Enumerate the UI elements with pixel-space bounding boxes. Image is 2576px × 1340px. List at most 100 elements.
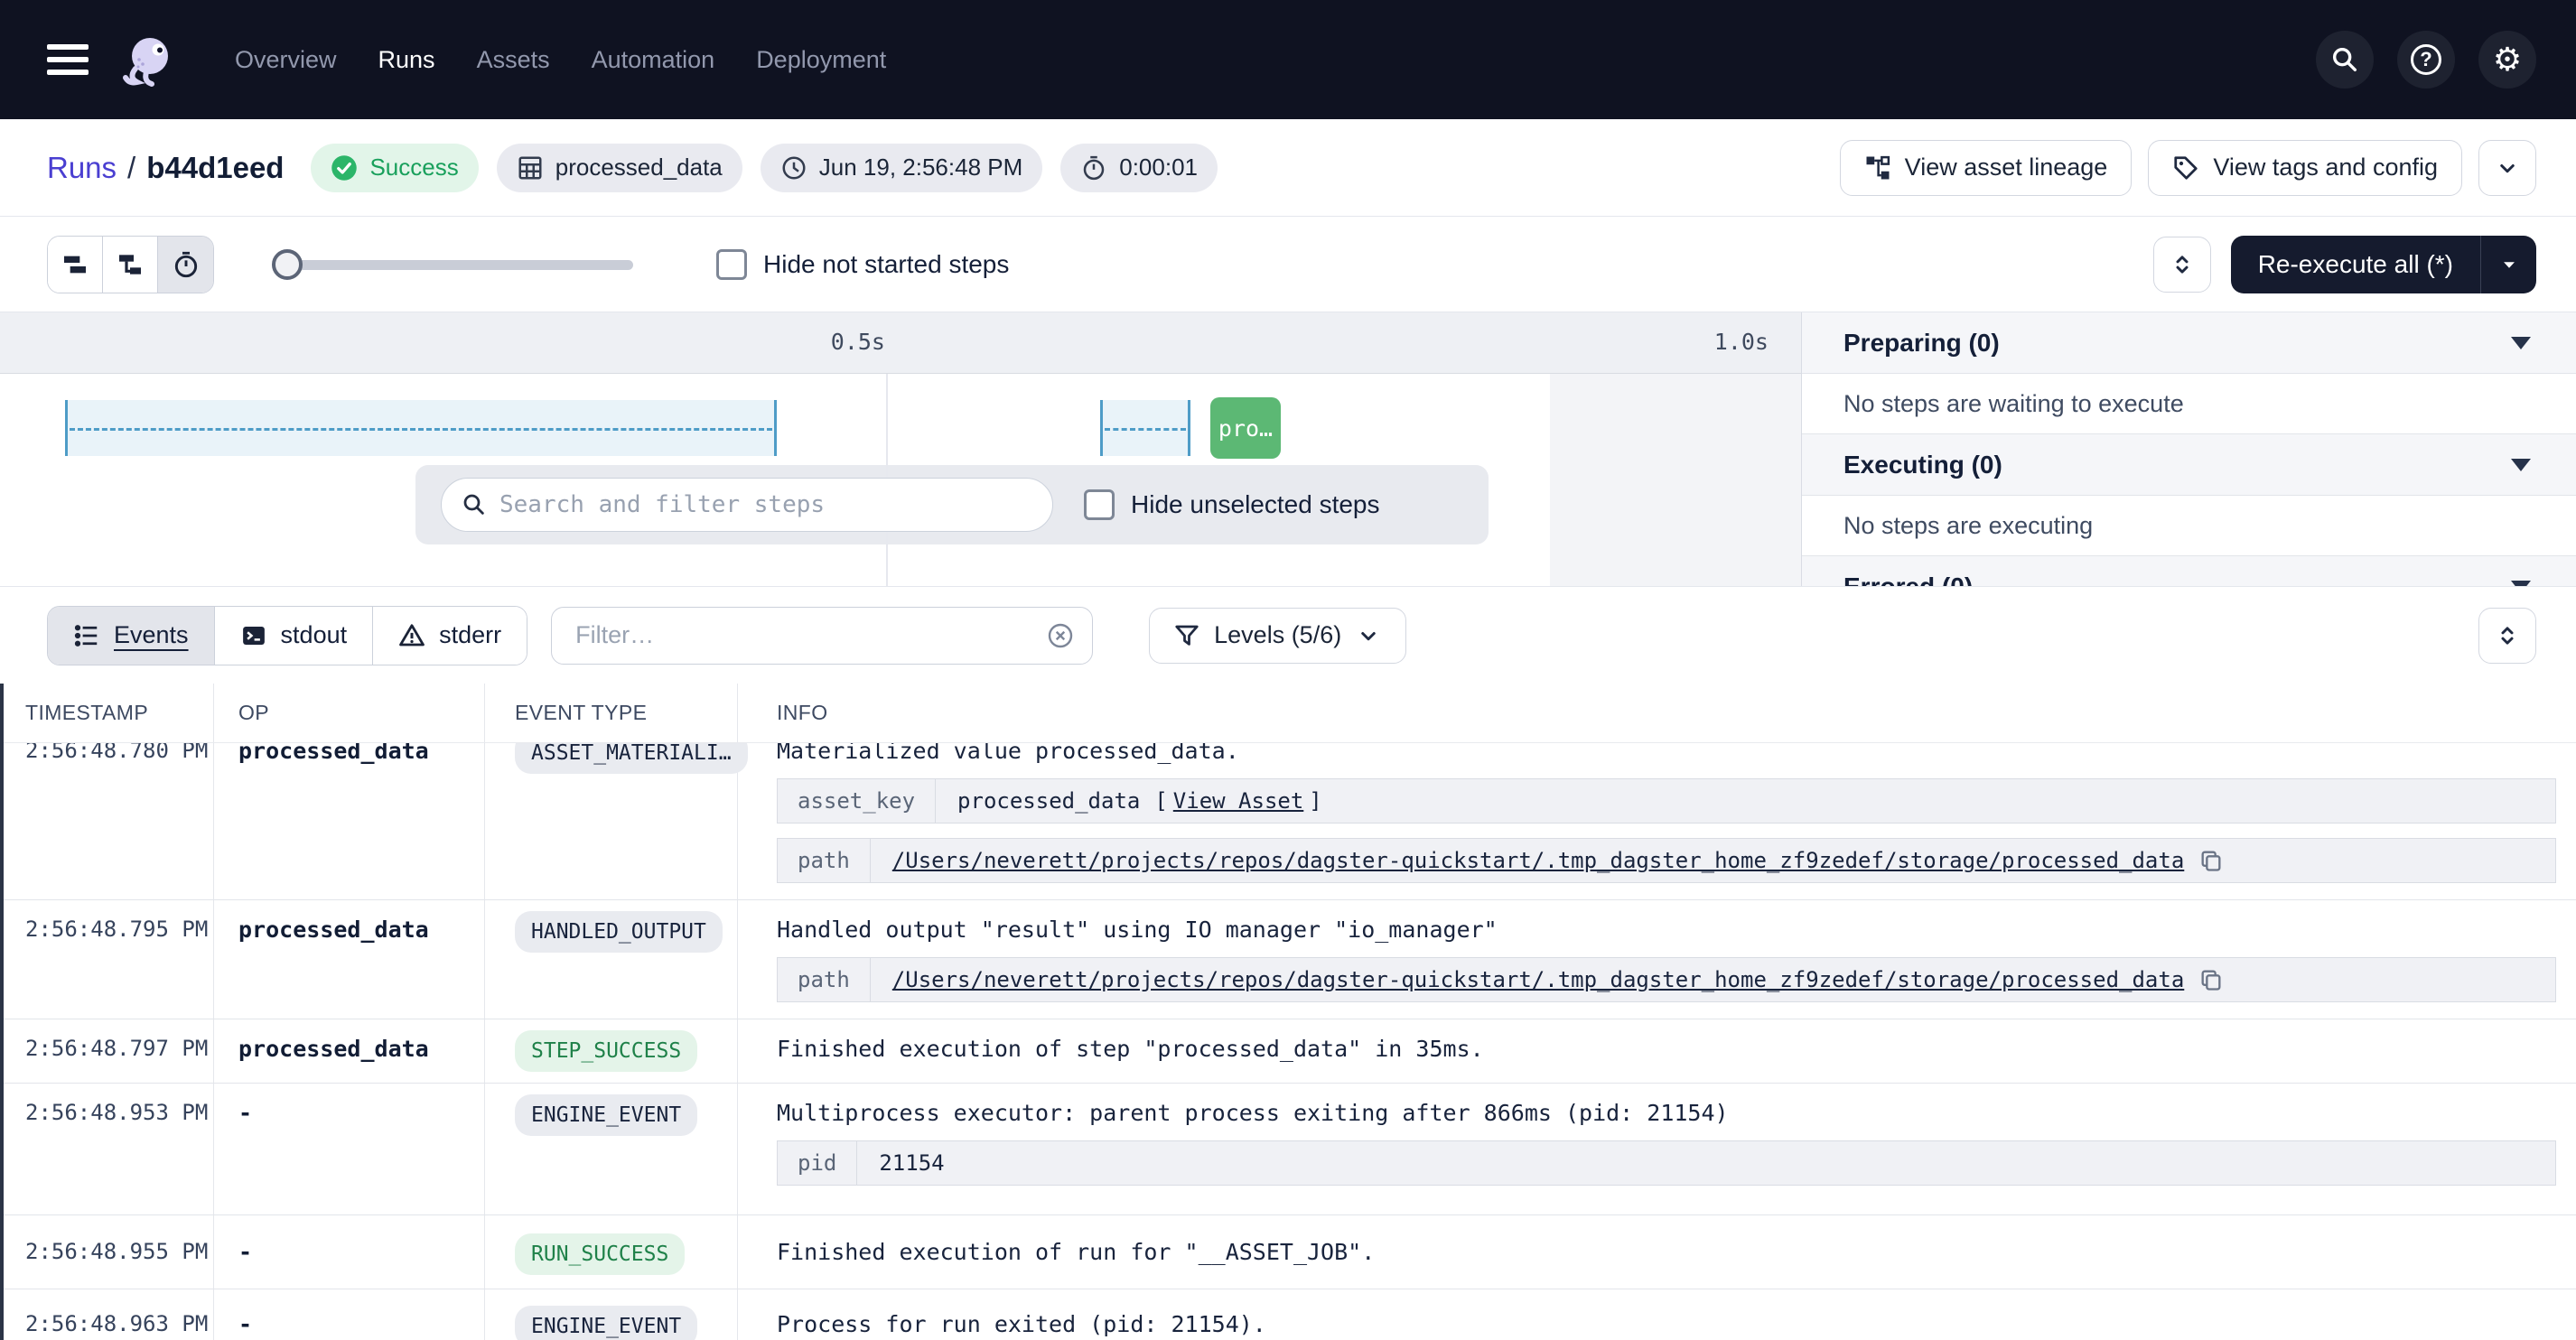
dagster-logo[interactable] (119, 31, 177, 88)
reexecute-all-button[interactable]: Re-execute all (*) (2257, 249, 2453, 278)
search-button[interactable] (2316, 31, 2374, 88)
event-type-pill: ASSET_MATERIALI… (515, 743, 748, 774)
header-more-button[interactable] (2478, 139, 2536, 196)
caret-down-icon (2503, 261, 2515, 268)
panel-preparing-body: No steps are waiting to execute (1802, 374, 2576, 434)
console-icon (242, 626, 265, 645)
tab-stderr[interactable]: stderr (373, 606, 527, 665)
zoom-slider-handle[interactable] (272, 248, 303, 280)
nav-overview[interactable]: Overview (235, 45, 337, 73)
run-id: b44d1eed (146, 150, 285, 184)
nav-runs[interactable]: Runs (378, 45, 435, 73)
timed-view-button[interactable] (158, 236, 213, 293)
zoom-slider-track[interactable] (272, 259, 633, 270)
warning-triangle-icon (399, 623, 425, 646)
table-grid-icon (518, 156, 542, 179)
event-row[interactable]: 2:56:48.795 PM processed_data HANDLED_OU… (0, 900, 2576, 1019)
step-status-panel: Preparing (0) No steps are waiting to ex… (1802, 312, 2576, 586)
col-header-info: INFO (777, 701, 828, 724)
event-op: - (238, 1239, 253, 1265)
nav-assets[interactable]: Assets (476, 45, 550, 73)
event-op: processed_data (238, 917, 429, 943)
tab-events[interactable]: Events (48, 606, 215, 665)
copy-icon[interactable] (2198, 848, 2224, 873)
nav-actions: ? ⚙ (2316, 31, 2536, 88)
nav-deployment[interactable]: Deployment (756, 45, 887, 73)
tag-icon (2174, 155, 2198, 180)
hide-unselected-checkbox[interactable] (1084, 489, 1115, 520)
asset-badge[interactable]: processed_data (496, 143, 742, 192)
panel-executing-header[interactable]: Executing (0) (1802, 434, 2576, 496)
view-asset-lineage-button[interactable]: View asset lineage (1839, 139, 2133, 196)
caret-down-icon (2511, 458, 2531, 471)
view-asset-link[interactable]: View Asset (1172, 788, 1304, 814)
gantt-chart[interactable]: 0.5s 1.0s pro… Hide unselected steps (0, 312, 1802, 586)
search-icon (2332, 47, 2357, 72)
help-button[interactable]: ? (2397, 31, 2455, 88)
nav-automation[interactable]: Automation (591, 45, 715, 73)
path-link[interactable]: /Users/neverett/projects/repos/dagster-q… (891, 967, 2185, 992)
path-link[interactable]: /Users/neverett/projects/repos/dagster-q… (891, 848, 2185, 873)
vertical-scrollbar[interactable] (0, 684, 4, 1340)
event-row[interactable]: 2:56:48.780 PM processed_data ASSET_MATE… (0, 743, 2576, 900)
events-table-header: TIMESTAMP OP EVENT TYPE INFO (0, 684, 2576, 743)
event-row[interactable]: 2:56:48.955 PM - RUN_SUCCESS Finished ex… (0, 1215, 2576, 1289)
header-actions: View asset lineage View tags and config (1839, 139, 2536, 196)
hide-unselected-control: Hide unselected steps (1084, 489, 1380, 520)
column-divider (484, 684, 485, 1340)
levels-dropdown[interactable]: Levels (5/6) (1149, 607, 1407, 664)
event-timestamp: 2:56:48.955 PM (25, 1239, 209, 1264)
event-row[interactable]: 2:56:48.797 PM processed_data STEP_SUCCE… (0, 1019, 2576, 1084)
metadata-row-path: path /Users/neverett/projects/repos/dags… (777, 838, 2556, 883)
funnel-icon (1175, 625, 1199, 646)
reexecute-dropdown-button[interactable] (2480, 235, 2536, 293)
view-tags-config-button[interactable]: View tags and config (2148, 139, 2462, 196)
hide-not-started-label: Hide not started steps (763, 249, 1010, 278)
panel-errored-header[interactable]: Errored (0) (1802, 556, 2576, 586)
copy-icon[interactable] (2198, 967, 2224, 992)
caret-down-icon (2511, 580, 2531, 586)
gantt-expand-button[interactable] (2152, 236, 2211, 293)
reexecute-split-button: Re-execute all (*) (2230, 235, 2536, 293)
status-badge[interactable]: Success (311, 143, 479, 192)
panel-preparing-header[interactable]: Preparing (0) (1802, 312, 2576, 374)
col-header-event-type: EVENT TYPE (515, 701, 648, 724)
chevron-down-icon (1361, 631, 1376, 640)
metadata-key: pid (778, 1141, 858, 1185)
event-timestamp: 2:56:48.963 PM (25, 1311, 209, 1336)
duration-badge: 0:00:01 (1060, 143, 1218, 192)
expand-collapse-icon (2176, 255, 2189, 274)
step-bar-processed-data[interactable]: pro… (1210, 397, 1281, 459)
gantt-toolbar: Hide not started steps Re-execute all (*… (0, 217, 2576, 312)
hide-not-started-checkbox[interactable] (716, 248, 747, 280)
column-divider (213, 684, 214, 1340)
event-row[interactable]: 2:56:48.963 PM - ENGINE_EVENT Process fo… (0, 1289, 2576, 1340)
tab-stdout[interactable]: stdout (214, 606, 374, 665)
step-skeleton-bar[interactable] (1100, 400, 1190, 456)
breadcrumb-runs-link[interactable]: Runs (47, 150, 117, 184)
search-icon (463, 494, 484, 515)
hamburger-menu-icon[interactable] (47, 44, 89, 75)
log-expand-button[interactable] (2478, 607, 2536, 664)
event-row[interactable]: 2:56:48.953 PM - ENGINE_EVENT Multiproce… (0, 1084, 2576, 1215)
event-info: Multiprocess executor: parent process ex… (737, 1084, 2576, 1214)
axis-tick-0-5s: 0.5s (830, 329, 885, 355)
event-op: processed_data (238, 1036, 429, 1062)
gantt-toolbar-actions: Re-execute all (*) (2152, 235, 2536, 293)
clear-filter-icon[interactable] (1046, 621, 1075, 650)
lineage-icon (1866, 155, 1890, 179)
event-info: Materialized value processed_data. asset… (737, 743, 2576, 899)
flat-view-icon (64, 256, 86, 273)
settings-button[interactable]: ⚙ (2478, 31, 2536, 88)
events-table-body[interactable]: 2:56:48.780 PM processed_data ASSET_MATE… (0, 743, 2576, 1340)
zoom-slider[interactable] (272, 248, 633, 280)
waterfall-view-button[interactable] (103, 236, 158, 293)
events-table: TIMESTAMP OP EVENT TYPE INFO 2:56:48.780… (0, 684, 2576, 1340)
event-op: - (238, 1100, 253, 1126)
event-timestamp: 2:56:48.953 PM (25, 1100, 209, 1125)
gantt-view-toggle (47, 235, 214, 293)
step-skeleton-bar[interactable] (65, 400, 777, 456)
flat-view-button[interactable] (48, 236, 103, 293)
step-search-input[interactable] (441, 478, 1053, 532)
log-filter-input[interactable] (551, 606, 1094, 665)
